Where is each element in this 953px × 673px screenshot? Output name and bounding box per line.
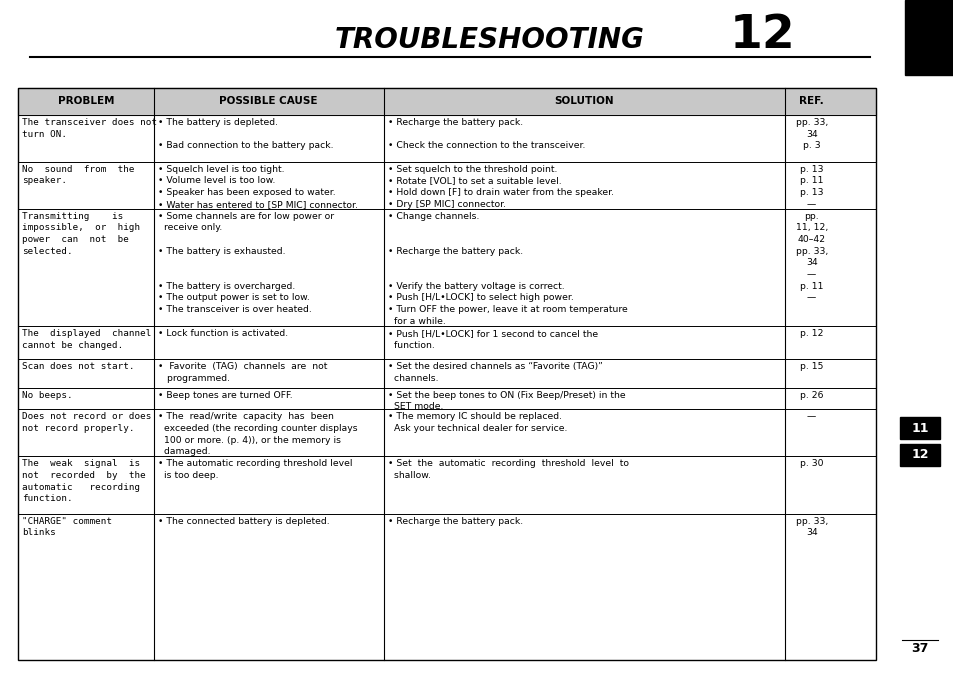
Text: p. 12: p. 12 — [799, 329, 822, 338]
Text: p. 30: p. 30 — [799, 460, 822, 468]
Text: No beeps.: No beeps. — [22, 391, 72, 400]
Text: 12: 12 — [910, 448, 928, 462]
Text: • The connected battery is depleted.: • The connected battery is depleted. — [157, 517, 329, 526]
Text: REF.: REF. — [799, 96, 823, 106]
Text: SOLUTION: SOLUTION — [554, 96, 614, 106]
Text: pp. 33,
34: pp. 33, 34 — [795, 517, 827, 537]
Text: POSSIBLE CAUSE: POSSIBLE CAUSE — [219, 96, 317, 106]
Text: The  displayed  channel
cannot be changed.: The displayed channel cannot be changed. — [22, 329, 152, 349]
Text: • Set the desired channels as “Favorite (TAG)”
  channels.: • Set the desired channels as “Favorite … — [387, 362, 601, 383]
Text: No  sound  from  the
speaker.: No sound from the speaker. — [22, 165, 134, 186]
Text: • The battery is depleted.

• Bad connection to the battery pack.: • The battery is depleted. • Bad connect… — [157, 118, 333, 150]
Text: TROUBLESHOOTING: TROUBLESHOOTING — [335, 26, 644, 54]
Text: • Some channels are for low power or
  receive only.

• The battery is exhausted: • Some channels are for low power or rec… — [157, 212, 334, 314]
Text: pp. 33,
34
p. 3: pp. 33, 34 p. 3 — [795, 118, 827, 150]
Text: • Set squelch to the threshold point.
• Rotate [VOL] to set a suitable level.
• : • Set squelch to the threshold point. • … — [387, 165, 613, 209]
Text: —: — — [806, 413, 816, 421]
Text: • Change channels.


• Recharge the battery pack.


• Verify the battery voltage: • Change channels. • Recharge the batter… — [387, 212, 627, 326]
Bar — [899, 417, 939, 439]
Text: "CHARGE" comment
blinks: "CHARGE" comment blinks — [22, 517, 112, 537]
Bar — [899, 444, 939, 466]
Text: Does not record or does
not record properly.: Does not record or does not record prope… — [22, 413, 152, 433]
Text: p. 13
p. 11
p. 13
—: p. 13 p. 11 p. 13 — — [799, 165, 822, 209]
Text: 37: 37 — [910, 641, 927, 655]
Text: • Set  the  automatic  recording  threshold  level  to
  shallow.: • Set the automatic recording threshold … — [387, 460, 628, 480]
Text: 11: 11 — [910, 421, 928, 435]
Text: • The automatic recording threshold level
  is too deep.: • The automatic recording threshold leve… — [157, 460, 352, 480]
Text: • Lock function is activated.: • Lock function is activated. — [157, 329, 288, 338]
Text: Transmitting    is
impossible,  or  high
power  can  not  be
selected.: Transmitting is impossible, or high powe… — [22, 212, 140, 256]
Text: Scan does not start.: Scan does not start. — [22, 362, 134, 371]
Bar — [18, 88, 875, 660]
Text: • Push [H/L•LOCK] for 1 second to cancel the
  function.: • Push [H/L•LOCK] for 1 second to cancel… — [387, 329, 597, 349]
Text: •  Favorite  (TAG)  channels  are  not
   programmed.: • Favorite (TAG) channels are not progra… — [157, 362, 327, 383]
Text: 12: 12 — [729, 13, 795, 59]
Bar — [904, 0, 953, 75]
Text: PROBLEM: PROBLEM — [57, 96, 114, 106]
Text: • Recharge the battery pack.

• Check the connection to the transceiver.: • Recharge the battery pack. • Check the… — [387, 118, 584, 150]
Text: • Beep tones are turned OFF.: • Beep tones are turned OFF. — [157, 391, 292, 400]
Text: • Squelch level is too tight.
• Volume level is too low.
• Speaker has been expo: • Squelch level is too tight. • Volume l… — [157, 165, 357, 209]
Text: • Set the beep tones to ON (Fix Beep/Preset) in the
  SET mode.: • Set the beep tones to ON (Fix Beep/Pre… — [387, 391, 624, 411]
Text: p. 26: p. 26 — [799, 391, 822, 400]
Text: pp.
11, 12,
40–42
pp. 33,
34
—
p. 11
—: pp. 11, 12, 40–42 pp. 33, 34 — p. 11 — — [795, 212, 827, 302]
Bar — [18, 88, 875, 115]
Text: The transceiver does not
turn ON.: The transceiver does not turn ON. — [22, 118, 157, 139]
Text: • Recharge the battery pack.: • Recharge the battery pack. — [387, 517, 522, 526]
Text: p. 15: p. 15 — [800, 362, 822, 371]
Text: • The memory IC should be replaced.
  Ask your technical dealer for service.: • The memory IC should be replaced. Ask … — [387, 413, 566, 433]
Text: The  weak  signal  is
not  recorded  by  the
automatic   recording
function.: The weak signal is not recorded by the a… — [22, 460, 146, 503]
Text: • The  read/write  capacity  has  been
  exceeded (the recording counter display: • The read/write capacity has been excee… — [157, 413, 356, 456]
